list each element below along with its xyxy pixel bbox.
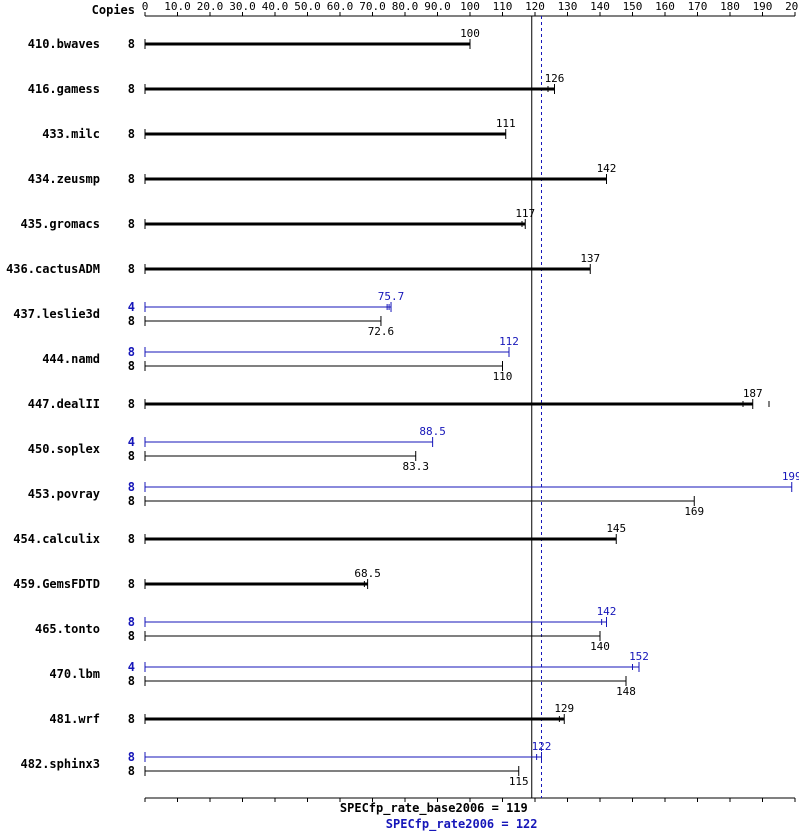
bar-value-label: 126: [545, 72, 565, 85]
benchmark-label: 433.milc: [42, 127, 100, 141]
x-axis-label: 140: [590, 0, 610, 13]
bar-value-label: 145: [606, 522, 626, 535]
benchmark-label: 481.wrf: [49, 712, 100, 726]
copies-value: 8: [128, 359, 135, 373]
copies-value: 8: [128, 712, 135, 726]
copies-value: 8: [128, 345, 135, 359]
copies-value: 8: [128, 494, 135, 508]
x-axis-label: 40.0: [262, 0, 289, 13]
x-axis-label: 70.0: [359, 0, 386, 13]
bar-value-label: 142: [597, 162, 617, 175]
copies-value: 8: [128, 674, 135, 688]
bar-value-label: 152: [629, 650, 649, 663]
chart-background: [0, 0, 799, 831]
copies-value: 8: [128, 449, 135, 463]
copies-value: 8: [128, 217, 135, 231]
copies-value: 8: [128, 629, 135, 643]
copies-value: 8: [128, 480, 135, 494]
x-axis-label: 0: [142, 0, 149, 13]
benchmark-label: 465.tonto: [35, 622, 100, 636]
copies-value: 8: [128, 314, 135, 328]
benchmark-label: 410.bwaves: [28, 37, 100, 51]
x-axis-label: 130: [558, 0, 578, 13]
x-axis-label: 110: [493, 0, 513, 13]
copies-value: 8: [128, 764, 135, 778]
reference-label: SPECfp_rate2006 = 122: [386, 817, 538, 831]
copies-value: 8: [128, 397, 135, 411]
benchmark-label: 454.calculix: [13, 532, 100, 546]
x-axis-label: 190: [753, 0, 773, 13]
x-axis-label: 90.0: [424, 0, 451, 13]
x-axis-label: 50.0: [294, 0, 321, 13]
bar-value-label: 122: [532, 740, 552, 753]
spec-rate-chart: 0 10.0 20.0 30.0 40.0 50.0 60.0 70.0 80.0 90.0 100…: [0, 0, 799, 831]
bar-value-label: 110: [493, 370, 513, 383]
copies-value: 8: [128, 615, 135, 629]
bar-value-label: 112: [499, 335, 519, 348]
x-axis-label: 100: [460, 0, 480, 13]
x-axis-label: 10.0: [164, 0, 191, 13]
copies-value: 8: [128, 532, 135, 546]
bar-value-label: 140: [590, 640, 610, 653]
copies-value: 8: [128, 750, 135, 764]
x-axis-label: 180: [720, 0, 740, 13]
bar-value-label: 129: [554, 702, 574, 715]
benchmark-label: 453.povray: [28, 487, 100, 501]
bar-value-label: 100: [460, 27, 480, 40]
x-axis-label: 30.0: [229, 0, 256, 13]
x-axis-label: 120: [525, 0, 545, 13]
copies-value: 8: [128, 127, 135, 141]
bar-value-label: 187: [743, 387, 763, 400]
x-axis-label: 200: [785, 0, 799, 13]
bar-value-label: 75.7: [378, 290, 405, 303]
bar-value-label: 68.5: [354, 567, 381, 580]
x-axis-label: 20.0: [197, 0, 224, 13]
x-axis-label: 170: [688, 0, 708, 13]
benchmark-label: 437.leslie3d: [13, 307, 100, 321]
copies-value: 4: [128, 300, 135, 314]
benchmark-label: 470.lbm: [49, 667, 100, 681]
copies-value: 8: [128, 262, 135, 276]
copies-value: 4: [128, 435, 135, 449]
bar-value-label: 137: [580, 252, 600, 265]
bar-value-label: 72.6: [368, 325, 395, 338]
benchmark-label: 459.GemsFDTD: [13, 577, 100, 591]
reference-label: SPECfp_rate_base2006 = 119: [340, 801, 528, 816]
bar-value-label: 148: [616, 685, 636, 698]
x-axis-label: 80.0: [392, 0, 419, 13]
bar-value-label: 111: [496, 117, 516, 130]
benchmark-label: 447.dealII: [28, 397, 100, 411]
benchmark-label: 444.namd: [42, 352, 100, 366]
benchmark-label: 435.gromacs: [21, 217, 100, 231]
benchmark-label: 416.gamess: [28, 82, 100, 96]
benchmark-label: 436.cactusADM: [6, 262, 100, 276]
bar-value-label: 117: [515, 207, 535, 220]
bar-value-label: 199: [782, 470, 799, 483]
copies-value: 8: [128, 82, 135, 96]
x-axis-label: 60.0: [327, 0, 354, 13]
benchmark-label: 450.soplex: [28, 442, 100, 456]
copies-value: 4: [128, 660, 135, 674]
bar-value-label: 83.3: [402, 460, 429, 473]
bar-value-label: 88.5: [419, 425, 446, 438]
bar-value-label: 115: [509, 775, 529, 788]
copies-value: 8: [128, 172, 135, 186]
x-axis-label: 150: [623, 0, 643, 13]
benchmark-label: 482.sphinx3: [21, 757, 100, 771]
benchmark-label: 434.zeusmp: [28, 172, 100, 186]
bar-value-label: 142: [597, 605, 617, 618]
copies-value: 8: [128, 577, 135, 591]
bar-value-label: 169: [684, 505, 704, 518]
copies-value: 8: [128, 37, 135, 51]
x-axis-label: 160: [655, 0, 675, 13]
copies-header: Copies: [92, 3, 135, 17]
